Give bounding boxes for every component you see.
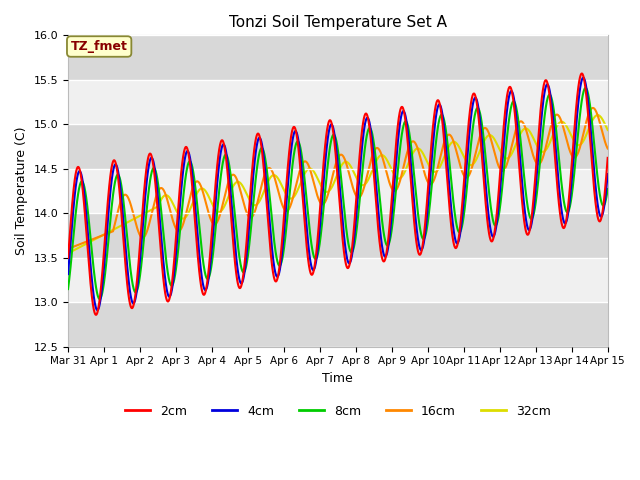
32cm	[594, 112, 602, 118]
16cm	[64, 246, 72, 252]
16cm	[535, 161, 543, 167]
32cm	[593, 112, 601, 118]
4cm	[604, 171, 612, 177]
8cm	[582, 85, 589, 91]
2cm	[294, 146, 302, 152]
2cm	[535, 124, 543, 130]
2cm	[158, 259, 166, 265]
Line: 2cm: 2cm	[68, 73, 608, 315]
Bar	[68, 124, 608, 169]
Y-axis label: Soil Temperature (C): Soil Temperature (C)	[15, 127, 28, 255]
Text: TZ_fmet: TZ_fmet	[71, 40, 127, 53]
4cm	[271, 269, 279, 275]
Line: 8cm: 8cm	[68, 88, 608, 299]
2cm	[64, 255, 72, 261]
2cm	[578, 71, 586, 76]
16cm	[271, 176, 279, 182]
4cm	[294, 138, 302, 144]
8cm	[64, 286, 72, 292]
32cm	[125, 218, 133, 224]
Bar	[68, 213, 608, 258]
8cm	[271, 246, 279, 252]
4cm	[93, 307, 101, 313]
16cm	[604, 145, 612, 151]
2cm	[604, 155, 612, 161]
8cm	[535, 168, 543, 174]
8cm	[593, 173, 601, 179]
4cm	[64, 271, 72, 277]
32cm	[604, 127, 612, 133]
Bar	[68, 302, 608, 347]
8cm	[604, 186, 612, 192]
2cm	[593, 213, 601, 219]
Line: 16cm: 16cm	[68, 108, 608, 249]
32cm	[535, 146, 543, 152]
16cm	[157, 185, 165, 191]
8cm	[126, 260, 134, 266]
16cm	[294, 173, 302, 179]
Line: 32cm: 32cm	[68, 115, 608, 253]
16cm	[593, 111, 601, 117]
4cm	[158, 240, 166, 246]
4cm	[126, 287, 134, 293]
Bar	[68, 36, 608, 80]
8cm	[158, 214, 166, 220]
4cm	[579, 75, 587, 81]
32cm	[64, 251, 72, 256]
2cm	[126, 300, 134, 306]
Title: Tonzi Soil Temperature Set A: Tonzi Soil Temperature Set A	[229, 15, 447, 30]
4cm	[535, 143, 543, 148]
X-axis label: Time: Time	[323, 372, 353, 385]
Legend: 2cm, 4cm, 8cm, 16cm, 32cm: 2cm, 4cm, 8cm, 16cm, 32cm	[120, 400, 556, 423]
32cm	[157, 196, 165, 202]
32cm	[271, 172, 279, 178]
8cm	[294, 139, 302, 145]
16cm	[589, 105, 596, 111]
Line: 4cm: 4cm	[68, 78, 608, 310]
8cm	[96, 296, 104, 302]
2cm	[271, 278, 279, 284]
2cm	[92, 312, 100, 318]
4cm	[593, 200, 601, 206]
32cm	[294, 186, 302, 192]
16cm	[125, 198, 133, 204]
